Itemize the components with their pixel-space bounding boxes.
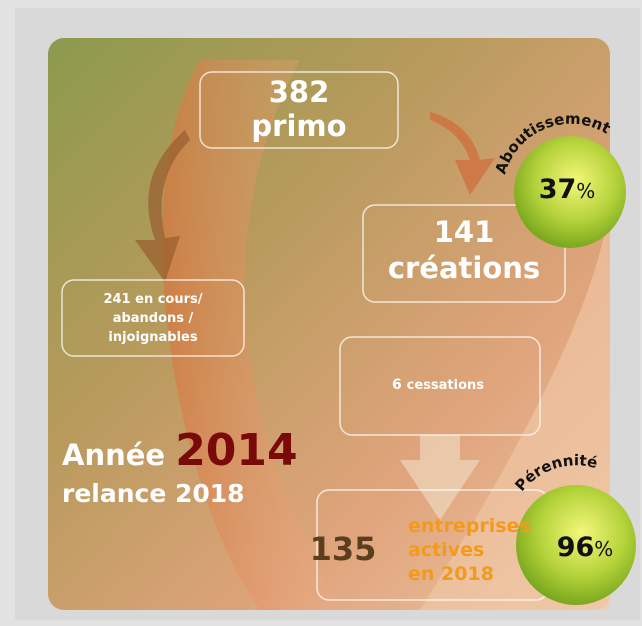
actives-line: entreprises [408,515,531,537]
rate-value: 96 [557,532,595,563]
year-line: Année 2014 [62,425,298,476]
year-label: Année [62,438,165,472]
actives-line: en 2018 [408,563,494,585]
rate-ball [516,485,636,605]
creations-label: créations [388,251,540,285]
relance: relance 2018 [62,479,245,508]
actives-count: 135 [310,530,377,568]
en-cours-line: abandons / [113,311,194,326]
rate: 96% [557,532,614,563]
arrow [135,130,190,282]
arrow [400,435,480,520]
en-cours-line: 241 en cours/ [103,292,202,307]
creations-count: 141 [434,215,495,249]
primo-count: 382 [269,75,330,109]
box [339,336,541,436]
box [199,71,399,149]
arrow [430,112,495,195]
primo-label: primo [251,109,346,143]
cessations-count: 6 [392,377,402,393]
rate-unit: % [594,537,613,561]
cessations: 6 cessations [392,377,484,393]
rate-unit: % [576,179,595,203]
rate: 37% [539,174,596,205]
year: 2014 [175,425,297,476]
rate-ball [514,136,626,248]
cessations-label: cessations [407,378,485,393]
box [362,204,566,303]
box [61,279,245,357]
swoosh [162,60,340,610]
en-cours-line: injoignables [108,330,197,345]
actives-line: actives [408,539,484,561]
rate-value: 37 [539,174,577,205]
